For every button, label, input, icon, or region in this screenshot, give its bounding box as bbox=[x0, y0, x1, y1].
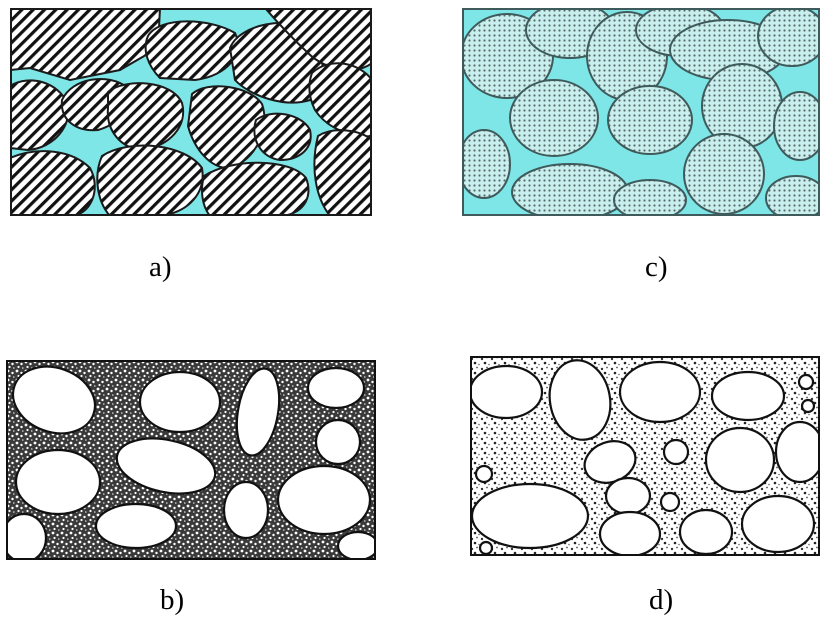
caption-b: b) bbox=[160, 584, 185, 616]
grain bbox=[773, 91, 820, 161]
grain bbox=[10, 150, 96, 216]
grain bbox=[662, 438, 690, 466]
grain bbox=[201, 161, 310, 216]
panel-d-diagram bbox=[470, 356, 820, 556]
grain bbox=[757, 8, 820, 67]
grain bbox=[618, 360, 702, 424]
grain bbox=[704, 426, 776, 494]
panel-a-diagram bbox=[10, 8, 372, 216]
panel-b-svg bbox=[6, 360, 376, 560]
grain bbox=[800, 398, 816, 414]
grain bbox=[235, 367, 281, 457]
panel-border bbox=[470, 356, 820, 556]
panel-border bbox=[6, 360, 376, 560]
grain bbox=[470, 364, 544, 420]
grain bbox=[222, 480, 270, 540]
grain bbox=[613, 179, 687, 216]
caption-a: a) bbox=[149, 251, 172, 283]
grain bbox=[96, 144, 204, 216]
grain bbox=[598, 510, 662, 556]
grain bbox=[314, 418, 362, 466]
panel-c-diagram bbox=[462, 8, 820, 216]
grain bbox=[774, 420, 820, 484]
panel-border bbox=[10, 8, 372, 216]
panel-d-svg bbox=[470, 356, 820, 556]
grain bbox=[509, 79, 599, 157]
grain bbox=[313, 129, 372, 216]
grain bbox=[765, 175, 820, 216]
grain bbox=[470, 482, 590, 550]
caption-d: d) bbox=[649, 584, 674, 616]
grain bbox=[115, 437, 217, 495]
grain bbox=[659, 491, 681, 513]
grain bbox=[740, 494, 816, 554]
grain bbox=[11, 365, 97, 435]
grain bbox=[604, 476, 652, 516]
panel-c-svg bbox=[462, 8, 820, 216]
grain bbox=[276, 464, 372, 536]
grain bbox=[138, 370, 222, 434]
grain bbox=[478, 540, 494, 556]
grain bbox=[306, 366, 366, 410]
grain bbox=[683, 133, 765, 215]
panel-a-svg bbox=[10, 8, 372, 216]
grain bbox=[462, 129, 511, 199]
grain bbox=[94, 502, 178, 550]
grain bbox=[548, 359, 612, 441]
caption-c: c) bbox=[645, 251, 668, 283]
grain bbox=[336, 530, 376, 560]
grain bbox=[710, 370, 786, 422]
grain bbox=[511, 163, 629, 216]
grain bbox=[106, 82, 185, 152]
grain bbox=[607, 85, 693, 155]
grain bbox=[797, 373, 815, 391]
grain bbox=[678, 508, 734, 556]
grain bbox=[10, 8, 162, 82]
grain bbox=[474, 464, 494, 484]
panel-b-diagram bbox=[6, 360, 376, 560]
grain bbox=[14, 448, 102, 516]
grain bbox=[263, 8, 372, 71]
grain bbox=[253, 112, 312, 162]
panel-border bbox=[462, 8, 820, 216]
grain bbox=[6, 512, 48, 560]
